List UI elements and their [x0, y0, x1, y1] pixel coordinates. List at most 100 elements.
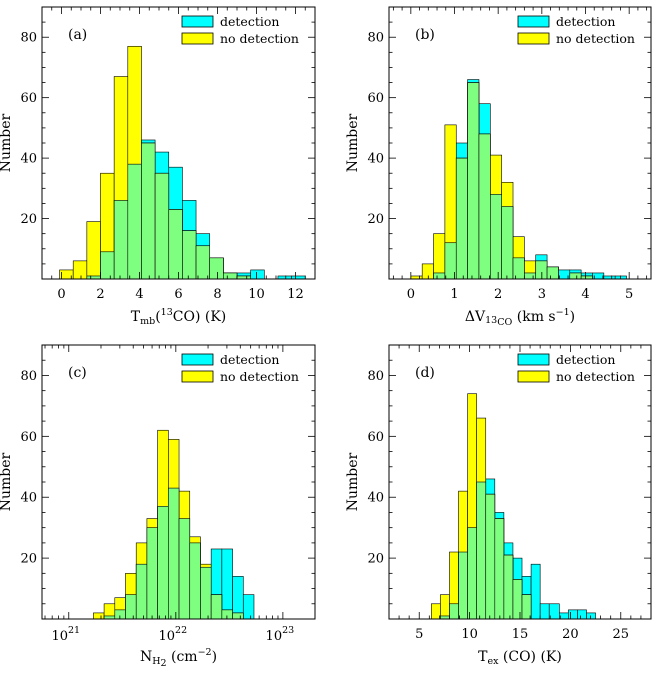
bar-overlap — [113, 200, 129, 280]
bar-detection — [250, 269, 265, 280]
bar-overlap — [433, 272, 446, 280]
x-tick-label: 0 — [57, 287, 65, 302]
xlabel-rest: (km s — [512, 309, 555, 325]
bar-overlap — [168, 209, 183, 280]
xlabel-paren: ( — [155, 309, 160, 325]
x-tick-label: 1022 — [159, 625, 188, 644]
bar-overlap — [146, 527, 158, 620]
xlabel-sup: −1 — [556, 307, 570, 318]
legend-label-no-detection: no detection — [220, 369, 299, 384]
panel-a-x-axis-label: Tmb(13CO) (K) — [131, 307, 226, 327]
bar-overlap — [512, 579, 523, 620]
bar-overlap — [521, 594, 532, 620]
panel-b-legend: detection no detection — [517, 14, 635, 46]
panel-c: 20 40 60 80 1021 1022 1023 (c) detection no de… — [0, 344, 316, 669]
y-tick-label: 40 — [367, 152, 384, 167]
xlabel-main: T — [478, 649, 488, 665]
bar-overlap — [449, 603, 459, 620]
panel-a-ticks: 20 40 60 80 0 2 4 6 8 10 12 — [20, 6, 316, 302]
y-tick-label: 40 — [20, 152, 37, 167]
y-tick-label: 20 — [20, 552, 37, 567]
xlabel-sub-iso: 13 — [485, 315, 497, 326]
panel-b: 20 40 60 80 0 1 2 3 4 5 (b) detection no detectio… — [345, 6, 652, 328]
legend-swatch-no-detection — [181, 32, 214, 45]
legend-swatch-detection — [181, 15, 214, 28]
xlabel-main: ΔV — [465, 309, 486, 325]
xlabel-main: N — [140, 649, 152, 665]
xlabel-rest: CO) (K) — [173, 309, 226, 325]
legend-swatch-no-detection — [181, 370, 214, 383]
bar-overlap — [524, 272, 537, 280]
bar-detection — [539, 603, 550, 620]
panel-d-y-axis-label: Number — [345, 452, 361, 511]
x-tick-label: 12 — [287, 287, 304, 302]
x-tick-label: 25 — [612, 627, 629, 642]
xlabel-sub-h: H — [152, 656, 160, 667]
x-tick-label: 20 — [562, 627, 579, 642]
y-tick-label: 40 — [20, 491, 37, 506]
xlabel-sup: 13 — [161, 307, 173, 318]
panel-c-tag: (c) — [68, 365, 87, 381]
panel-a-frame — [41, 6, 316, 280]
panel-c-bars — [93, 429, 255, 620]
panel-b-frame — [388, 6, 652, 280]
xlabel-main: T — [131, 309, 141, 325]
x-tick-label: 2 — [96, 287, 104, 302]
legend-label-no-detection: no detection — [556, 369, 635, 384]
panel-d-ticks: 20 40 60 80 5 10 15 20 25 — [367, 344, 652, 642]
panel-a-y-axis-label: Number — [0, 113, 14, 172]
bar-overlap — [200, 566, 212, 620]
x-tick-label: 5 — [625, 287, 633, 302]
legend-swatch-no-detection — [517, 32, 550, 45]
bar-overlap — [178, 518, 191, 620]
bar-overlap — [485, 493, 496, 620]
bar-detection — [577, 609, 587, 620]
panel-c-y-axis-label: Number — [0, 452, 14, 511]
bar-detection — [232, 576, 244, 620]
legend-label-no-detection: no detection — [556, 31, 635, 46]
x-tick-label: 8 — [213, 287, 221, 302]
panel-c-legend: detection no detection — [181, 352, 299, 384]
bar-no-detection — [72, 260, 88, 280]
bar-overlap — [458, 551, 468, 620]
bar-overlap — [100, 251, 115, 280]
panel-c-frame — [41, 344, 316, 620]
x-tick-label: 0 — [407, 287, 415, 302]
panel-c-x-axis-label: NH2 (cm−2) — [140, 647, 217, 669]
y-tick-label: 60 — [367, 91, 384, 106]
x-tick-label: 4 — [135, 287, 143, 302]
xlabel-rest: (cm — [167, 649, 198, 665]
bar-overlap — [467, 82, 480, 280]
bar-overlap — [127, 163, 142, 280]
y-tick-label: 20 — [367, 552, 384, 567]
bar-detection — [568, 609, 578, 620]
bar-overlap — [189, 542, 201, 620]
x-tick-label: 10 — [461, 627, 478, 642]
bar-overlap — [503, 554, 514, 620]
bar-detection — [242, 594, 255, 620]
panel-d-frame — [388, 344, 652, 620]
bar-overlap — [490, 194, 502, 280]
bar-overlap — [154, 172, 170, 280]
bar-overlap — [125, 594, 137, 620]
y-tick-label: 80 — [20, 31, 37, 46]
bar-overlap — [157, 506, 169, 620]
panel-b-tag: (b) — [415, 27, 435, 43]
y-tick-label: 40 — [367, 491, 384, 506]
bar-overlap — [141, 142, 156, 280]
bar-overlap — [569, 272, 582, 280]
bar-overlap — [135, 563, 148, 620]
bar-detection — [548, 603, 560, 620]
bar-detection — [221, 548, 233, 620]
x-tick-label: 1 — [450, 287, 458, 302]
bar-detection — [586, 612, 596, 620]
x-tick-label: 4 — [581, 287, 589, 302]
legend-label-no-detection: no detection — [220, 31, 299, 46]
x-tick-label: 6 — [174, 287, 182, 302]
x-tick-label: 15 — [512, 627, 529, 642]
x-tick-label: 5 — [415, 627, 423, 642]
bar-overlap — [467, 527, 477, 620]
bar-overlap — [455, 157, 468, 280]
bar-overlap — [209, 257, 224, 280]
